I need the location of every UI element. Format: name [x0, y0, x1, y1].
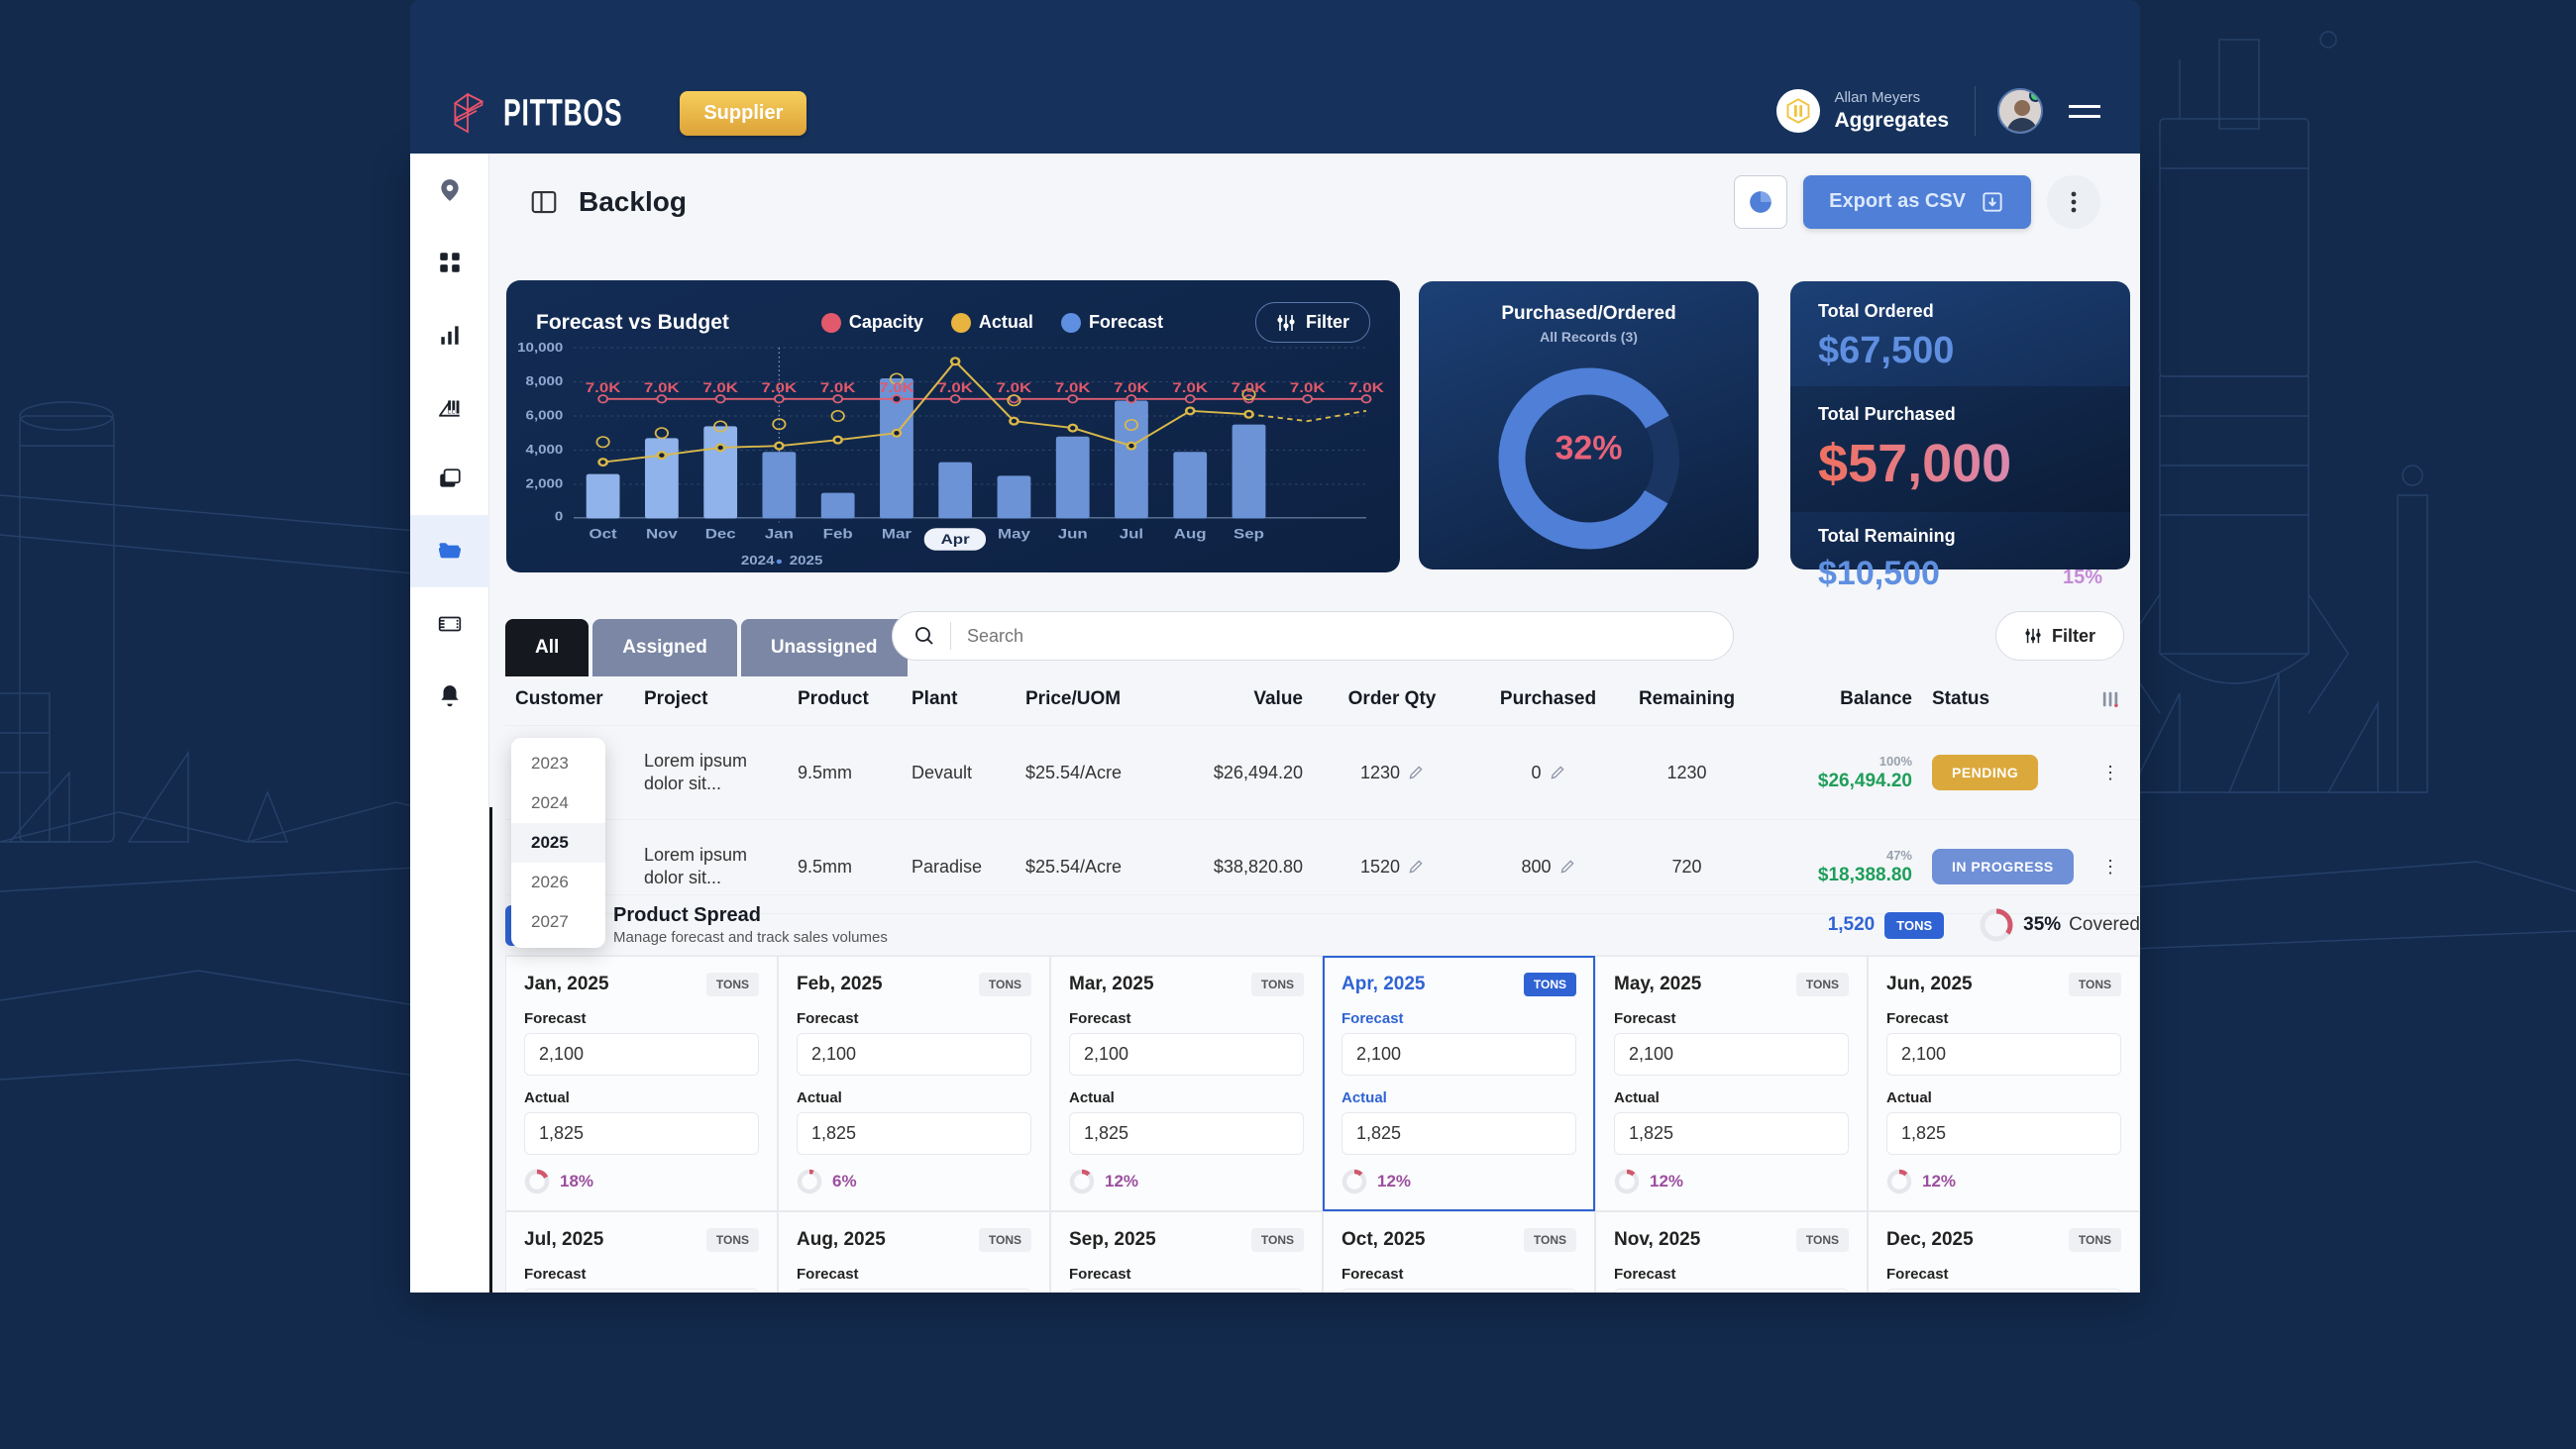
svg-text:2024: 2024 — [741, 553, 775, 568]
svg-text:Jul: Jul — [1120, 527, 1143, 543]
svg-text:7.0K: 7.0K — [820, 380, 856, 396]
svg-text:2025: 2025 — [790, 553, 823, 568]
svg-text:7.0K: 7.0K — [762, 380, 798, 396]
svg-text:Mar: Mar — [882, 527, 912, 543]
svg-text:7.0K: 7.0K — [1348, 380, 1384, 396]
svg-text:Sep: Sep — [1234, 527, 1264, 543]
svg-text:7.0K: 7.0K — [997, 380, 1032, 396]
svg-text:8,000: 8,000 — [526, 373, 564, 388]
svg-text:Apr: Apr — [941, 532, 970, 548]
svg-text:7.0K: 7.0K — [586, 380, 621, 396]
svg-text:Nov: Nov — [646, 527, 678, 543]
svg-text:May: May — [998, 527, 1030, 543]
svg-text:7.0K: 7.0K — [937, 380, 973, 396]
svg-text:Aug: Aug — [1174, 527, 1207, 543]
svg-text:7.0K: 7.0K — [1055, 380, 1091, 396]
svg-text:7.0K: 7.0K — [879, 380, 914, 396]
svg-text:Jun: Jun — [1058, 527, 1088, 543]
svg-text:Dec: Dec — [705, 527, 736, 543]
svg-text:7.0K: 7.0K — [702, 380, 738, 396]
svg-text:10,000: 10,000 — [517, 340, 563, 355]
svg-text:7.0K: 7.0K — [1114, 380, 1149, 396]
svg-text:6,000: 6,000 — [526, 408, 564, 423]
svg-text:Feb: Feb — [823, 527, 853, 543]
svg-text:4,000: 4,000 — [526, 442, 564, 457]
svg-text:Oct: Oct — [590, 527, 617, 543]
svg-text:7.0K: 7.0K — [1290, 380, 1326, 396]
svg-text:7.0K: 7.0K — [1172, 380, 1208, 396]
svg-text:2,000: 2,000 — [526, 476, 564, 491]
svg-text:7.0K: 7.0K — [644, 380, 680, 396]
svg-text:7.0K: 7.0K — [1232, 380, 1267, 396]
svg-text:0: 0 — [555, 509, 564, 524]
svg-text:Jan: Jan — [765, 527, 794, 543]
